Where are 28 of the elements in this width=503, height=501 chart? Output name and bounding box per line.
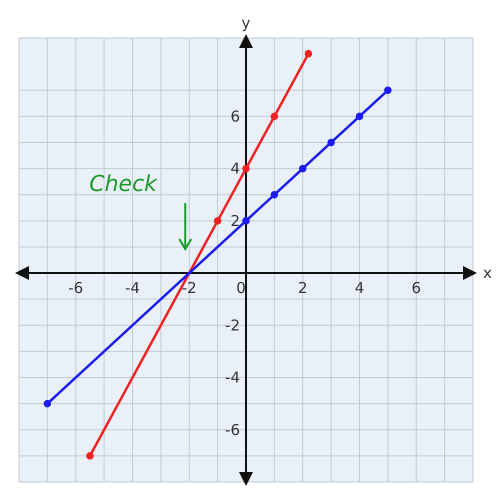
point xyxy=(299,164,306,172)
point xyxy=(270,190,278,198)
y-tick-label: 2 xyxy=(230,212,240,230)
point xyxy=(214,217,222,225)
y-tick-label: -4 xyxy=(225,368,240,387)
x-tick-label: 2 xyxy=(298,279,308,298)
point xyxy=(86,452,94,460)
x-tick-label: 6 xyxy=(411,279,422,298)
y-tick-label: -2 xyxy=(225,316,240,334)
y-tick-label: 4 xyxy=(230,160,240,178)
x-tick-label: -2 xyxy=(182,279,197,298)
point xyxy=(242,164,250,172)
point xyxy=(356,112,364,120)
point xyxy=(242,217,250,225)
point xyxy=(304,50,312,58)
point xyxy=(44,400,52,408)
x-tick-label: 0 xyxy=(236,279,246,298)
point xyxy=(270,112,278,120)
point xyxy=(384,86,392,94)
y-tick-label: 6 xyxy=(230,107,240,126)
point xyxy=(327,138,335,146)
y-axis-title: y xyxy=(242,14,251,32)
y-tick-label: -6 xyxy=(225,420,240,439)
annotation: Check xyxy=(89,172,158,198)
x-tick-label: 4 xyxy=(354,279,364,298)
x-axis-title: x xyxy=(483,264,492,282)
x-tick-label: -6 xyxy=(68,279,84,298)
x-tick-label: -4 xyxy=(125,279,140,298)
